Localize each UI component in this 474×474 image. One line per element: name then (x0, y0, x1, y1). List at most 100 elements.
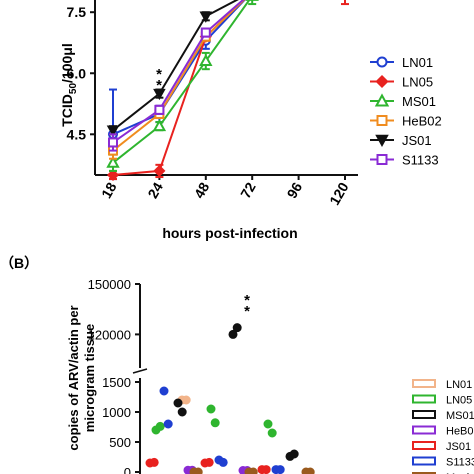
panel-b-legend-item-heb02: HeB02 (412, 425, 474, 438)
legend-label: LN05 (446, 395, 472, 407)
data-point (210, 418, 220, 428)
panel-b-points (145, 323, 315, 474)
panel-b-series-js01 (145, 457, 271, 474)
data-point (181, 395, 191, 405)
legend-label: Mock (446, 472, 473, 474)
data-point (152, 119, 167, 132)
legend-marker (374, 93, 390, 107)
panel-a-x-ticks: 18 24 48 72 96 120 (98, 175, 352, 208)
data-point (153, 164, 166, 177)
panel-a-series (106, 0, 349, 182)
panel-b-y-label-line-1: copies of ARV/actin per (66, 305, 81, 450)
panel-a-annotation-star-1: * (156, 66, 162, 83)
panel-a-y-tick-label: 7.5 (67, 4, 87, 20)
data-point (228, 329, 238, 339)
panel-a-x-tick-label: 96 (284, 179, 306, 201)
panel-a-x-tick-label: 48 (191, 179, 213, 201)
legend-marker (376, 56, 388, 68)
panel-b-legend-item-js01: JS01 (412, 441, 471, 453)
panel-b-legend-item-s1133: S1133 (412, 456, 474, 469)
series-line (112, 0, 245, 144)
panel-a-x-label: hours post-infection (162, 225, 297, 241)
panel-a-series-heb02 (108, 0, 246, 160)
data-point (154, 104, 165, 115)
legend-item-js01: JS01 (370, 133, 432, 148)
data-point (149, 457, 159, 467)
panel-b-label: （B） (0, 255, 38, 271)
series-line (112, 0, 251, 164)
data-point (177, 407, 187, 417)
panel-b-annotation-star-2: * (244, 303, 250, 320)
panel-a-x-tick-label: 120 (326, 179, 352, 207)
panel-b-y-label-line-2: microgram tissue (82, 324, 97, 432)
panel-a-y-tick-label: 6.0 (67, 65, 87, 81)
panel-a-series-ms01 (106, 0, 259, 172)
legend-item-heb02: HeB02 (370, 114, 442, 129)
legend-label: MS01 (446, 410, 474, 422)
legend-label: S1133 (446, 457, 474, 469)
data-point (218, 457, 228, 467)
panel-b-legend-item-ln01: LN01 (412, 379, 472, 391)
series-line (112, 0, 246, 152)
legend-item-s1133: S1133 (370, 153, 439, 168)
legend-label: MS01 (402, 94, 436, 109)
legend-item-ln05: LN05 (370, 75, 433, 90)
panel-b-legend-item-ln05: LN05 (412, 394, 472, 407)
panel-a: 4.5 6.0 7.5 18 24 48 72 96 120 * * TCID50/100μl… (59, 0, 442, 241)
legend-marker (412, 379, 436, 388)
legend-label: LN05 (402, 75, 433, 90)
panel-a-y-label: TCID50/100μl (59, 43, 79, 127)
panel-b-y-tick-label: 120000 (88, 327, 131, 342)
panel-b-legend: LN01 LN05 MS01 HeB02 JS01 S1133 Mock (412, 379, 474, 474)
data-point (263, 419, 273, 429)
panel-b: （B） copies of ARV/actin permicrogram tis… (0, 255, 474, 474)
panel-b-series-ms01 (173, 323, 299, 461)
data-point (159, 386, 169, 396)
data-point (193, 467, 203, 474)
legend-item-ms01: MS01 (370, 93, 436, 109)
legend-label: LN01 (402, 55, 433, 70)
panel-b-axis-break (132, 368, 148, 374)
panel-a-series-s1133 (108, 0, 245, 152)
panel-a-series-js01 (106, 0, 239, 137)
panel-b-y-tick-label: 500 (109, 435, 131, 450)
data-point (248, 467, 258, 474)
legend-marker (375, 134, 389, 148)
data-point (199, 11, 213, 23)
data-point (153, 88, 166, 101)
panel-b-series-ln05 (151, 404, 277, 438)
panel-a-y-tick-label: 4.5 (67, 126, 87, 142)
panel-b-legend-item-ms01: MS01 (412, 410, 474, 422)
data-point (232, 323, 242, 333)
data-point (106, 168, 120, 182)
panel-b-series-s1133 (159, 386, 285, 474)
panel-a-x-tick-label: 24 (144, 179, 166, 201)
data-point (261, 465, 271, 474)
legend-label: JS01 (402, 133, 432, 148)
series-line (112, 0, 239, 132)
legend-marker (412, 410, 436, 419)
legend-marker (412, 425, 436, 435)
panel-a-y-label-sub: 50 (68, 83, 79, 95)
panel-a-y-ticks: 4.5 6.0 7.5 (67, 4, 95, 142)
data-point (163, 419, 173, 429)
panel-b-series-mock (189, 467, 315, 474)
panel-a-legend: LN01 LN05 MS01 HeB02 JS01 S1133 (370, 55, 442, 168)
data-point (204, 457, 214, 467)
legend-label: JS01 (446, 441, 471, 453)
panel-b-y-tick-label: 150000 (88, 277, 131, 292)
data-point (106, 155, 120, 168)
panel-a-annotation-star-2: * (156, 77, 162, 94)
data-point (173, 398, 183, 408)
panel-b-y-tick-label: 1000 (102, 405, 131, 420)
legend-label: HeB02 (446, 426, 474, 438)
panel-a-x-tick-label: 18 (98, 179, 120, 201)
data-point (106, 125, 120, 137)
panel-a-y-label-tail: /100μl (59, 43, 75, 83)
data-point (155, 421, 165, 431)
data-point (289, 449, 299, 459)
legend-marker (376, 115, 388, 126)
data-point (199, 53, 213, 67)
legend-marker (412, 456, 436, 466)
